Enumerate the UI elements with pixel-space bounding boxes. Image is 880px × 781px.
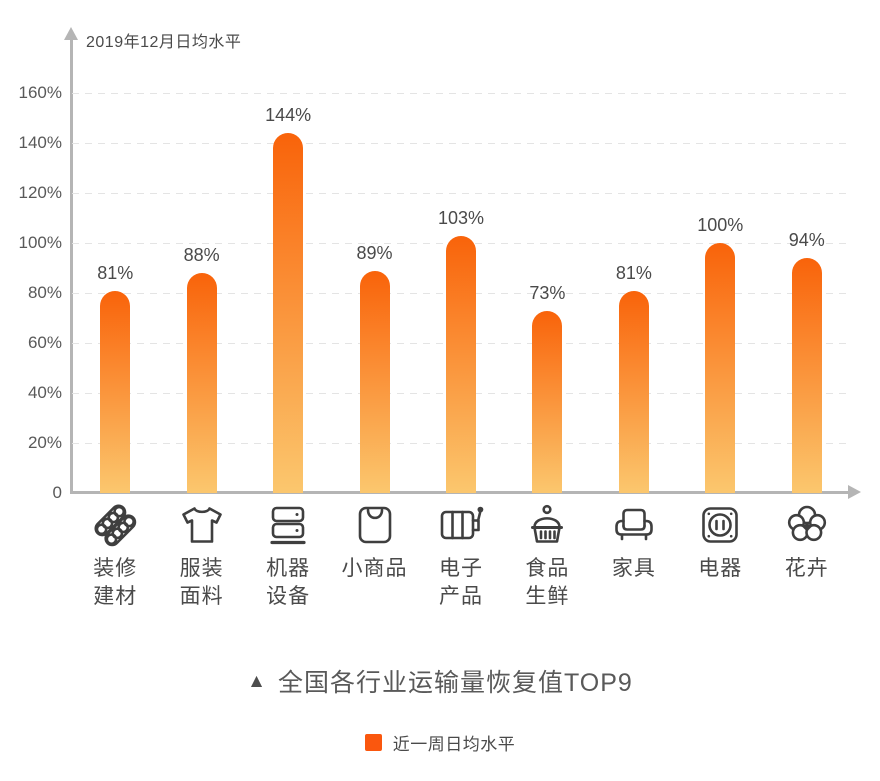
y-axis	[70, 38, 73, 494]
bar-value-label: 88%	[183, 245, 220, 265]
category-item: 机器 设备	[245, 501, 331, 611]
pipes-icon	[91, 501, 139, 549]
category-item: 装修 建材	[72, 501, 158, 611]
category-label: 装修 建材	[93, 557, 138, 608]
bar-column: 88%	[158, 93, 244, 493]
y-tick-label: 40%	[27, 383, 62, 402]
bar-column: 81%	[591, 93, 677, 493]
gridline	[72, 193, 850, 194]
chart-title: 全国各行业运输量恢复值TOP9	[277, 669, 633, 697]
bar	[705, 243, 736, 493]
category-axis: 装修 建材 服装 面料 机器 设备 小商品 电子 产品 食品 生鲜 家具 电器 花卉	[72, 501, 850, 611]
category-label: 机器 设备	[266, 557, 311, 608]
bar-value-label: 144%	[265, 105, 312, 125]
bar	[359, 270, 390, 493]
bar-column: 144%	[245, 93, 331, 493]
category-label: 花卉	[784, 557, 829, 580]
y-tick-label: 20%	[27, 433, 62, 452]
category-label: 家具	[611, 557, 656, 580]
category-label: 小商品	[341, 557, 408, 580]
title-row: ▲ 全国各行业运输量恢复值TOP9	[0, 663, 880, 699]
bar-column: 94%	[764, 93, 850, 493]
bar-value-label: 100%	[697, 215, 744, 235]
legend-swatch	[364, 734, 382, 751]
bar-value-label: 89%	[356, 242, 393, 263]
armchair-icon	[610, 501, 658, 549]
flower-icon	[783, 501, 831, 549]
legend-label: 近一周日均水平	[392, 735, 516, 754]
category-item: 食品 生鲜	[504, 501, 590, 611]
bar-column: 89%	[331, 93, 417, 493]
y-tick-label: 160%	[18, 83, 62, 102]
bar-value-label: 81%	[615, 262, 652, 283]
category-item: 家具	[591, 501, 677, 583]
gridline	[72, 93, 850, 94]
triangle-up-icon: ▲	[247, 670, 266, 692]
bar	[100, 290, 131, 493]
category-label: 电子 产品	[438, 557, 483, 608]
bar-value-label: 103%	[437, 207, 484, 228]
machines-icon	[264, 501, 312, 549]
gridline	[72, 143, 850, 144]
y-tick-label: 80%	[27, 283, 62, 302]
y-tick-label: 100%	[18, 233, 62, 252]
y-tick-label: 120%	[18, 183, 62, 202]
y-axis-label: 2019年12月日均水平	[86, 34, 242, 51]
power-socket-icon	[696, 501, 744, 549]
bar-value-label: 81%	[97, 262, 134, 283]
bar	[791, 258, 822, 493]
bar-column: 100%	[677, 93, 763, 493]
category-item: 服装 面料	[158, 501, 244, 611]
category-item: 电子 产品	[418, 501, 504, 611]
category-item: 花卉	[764, 501, 850, 583]
legend: 近一周日均水平	[0, 730, 880, 755]
bar-column: 103%	[418, 93, 504, 493]
bar-value-label: 73%	[529, 282, 566, 303]
category-item: 电器	[677, 501, 763, 583]
y-tick-label: 0	[52, 483, 62, 502]
shopping-bag-icon	[351, 501, 399, 549]
bar	[532, 310, 563, 493]
y-axis-arrow-icon	[64, 27, 78, 40]
machine-lever-icon	[437, 501, 485, 549]
food-basket-icon	[523, 501, 571, 549]
y-tick-label: 60%	[27, 333, 62, 352]
bar	[618, 290, 649, 493]
x-axis-arrow-icon	[848, 485, 861, 499]
bar	[445, 235, 476, 493]
bar-column: 73%	[504, 93, 590, 493]
y-tick-label: 140%	[18, 133, 62, 152]
tshirt-icon	[178, 501, 226, 549]
category-label: 电器	[698, 557, 743, 580]
bar-value-label: 94%	[788, 230, 825, 250]
category-label: 食品 生鲜	[525, 557, 570, 608]
bar	[273, 133, 304, 493]
plot-area: 81% 88% 144% 89% 103% 73% 81% 100% 94%	[72, 93, 850, 493]
bar	[186, 273, 217, 493]
category-item: 小商品	[331, 501, 417, 583]
category-label: 服装 面料	[179, 557, 224, 608]
bar-column: 81%	[72, 93, 158, 493]
